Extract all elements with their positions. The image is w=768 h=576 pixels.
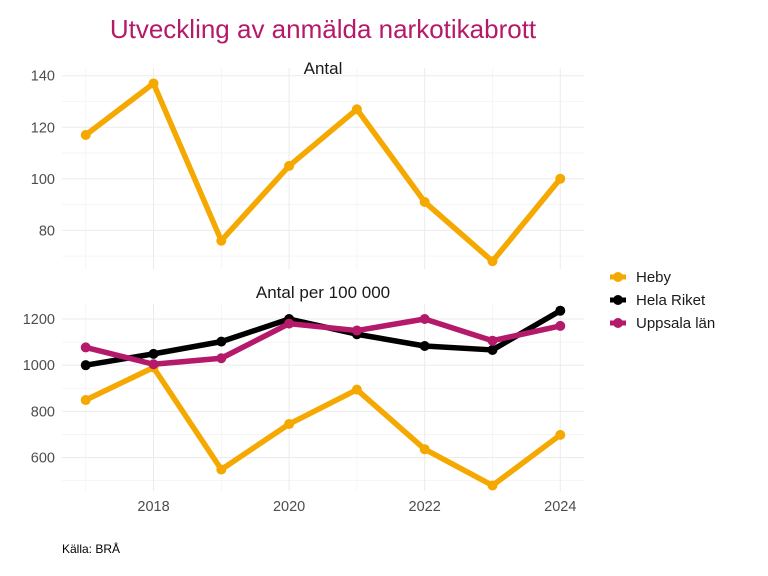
data-point-heby — [216, 235, 227, 246]
data-point-heby — [80, 395, 91, 406]
data-point-uppsala-län — [351, 325, 362, 336]
panel-title: Antal — [304, 59, 343, 78]
grid — [62, 304, 584, 491]
data-point-heby — [487, 480, 498, 491]
data-point-heby — [216, 464, 227, 475]
y-tick-label: 100 — [31, 172, 55, 188]
data-point-hela-riket — [487, 344, 498, 355]
y-tick-label: 800 — [31, 404, 55, 420]
data-point-heby — [148, 78, 159, 89]
data-point-heby — [555, 429, 566, 440]
y-tick-label: 600 — [31, 451, 55, 467]
y-tick-label: 1000 — [23, 358, 55, 374]
legend-key-point-hela-riket — [613, 295, 623, 305]
data-point-hela-riket — [80, 360, 91, 371]
x-tick-label: 2022 — [409, 499, 441, 515]
y-axis: 80 100 120 140 — [31, 69, 55, 240]
data-point-uppsala-län — [487, 335, 498, 346]
y-tick-label: 80 — [39, 223, 55, 239]
y-tick-label: 120 — [31, 120, 55, 136]
caption: Källa: BRÅ — [62, 541, 120, 556]
data-point-heby — [419, 197, 430, 207]
panel-antal-per-100000: Antal per 100 000 600 800 1000 1200 — [23, 283, 584, 491]
x-axis: 2018 2020 2022 2024 — [137, 499, 576, 515]
data-point-uppsala-län — [216, 353, 227, 364]
data-point-uppsala-län — [555, 320, 566, 331]
legend-key-point-heby — [613, 272, 623, 282]
legend-label-uppsala-län: Uppsala län — [636, 315, 715, 332]
series-group — [80, 305, 566, 491]
data-point-heby — [555, 173, 566, 184]
series-line-uppsala-län — [82, 316, 564, 368]
series-line-heby — [82, 364, 564, 489]
panel-title: Antal per 100 000 — [256, 283, 390, 302]
y-tick-label: 140 — [31, 69, 55, 85]
data-point-heby — [284, 419, 295, 430]
data-point-heby — [351, 104, 362, 115]
data-point-heby — [351, 384, 362, 395]
legend-label-heby: Heby — [636, 269, 672, 286]
series-group — [80, 78, 566, 267]
data-point-heby — [80, 130, 91, 140]
data-point-hela-riket — [555, 305, 566, 316]
legend-key-point-uppsala-län — [613, 318, 623, 328]
data-point-hela-riket — [216, 336, 227, 347]
x-tick-label: 2020 — [273, 499, 305, 515]
series-line-heby — [82, 80, 564, 265]
x-tick-label: 2024 — [544, 499, 576, 515]
data-point-uppsala-län — [80, 342, 91, 353]
data-point-hela-riket — [148, 348, 159, 359]
legend: Heby Hela Riket Uppsala län — [610, 269, 715, 332]
panel-antal: Antal 80 100 120 140 — [31, 59, 584, 269]
data-point-heby — [419, 444, 430, 455]
legend-label-hela-riket: Hela Riket — [636, 292, 706, 309]
grid — [62, 68, 584, 269]
y-axis: 600 800 1000 1200 — [23, 312, 55, 467]
x-tick-label: 2018 — [137, 499, 169, 515]
data-point-uppsala-län — [148, 359, 159, 370]
chart-title: Utveckling av anmälda narkotikabrott — [110, 14, 537, 44]
data-point-heby — [487, 256, 498, 267]
data-point-uppsala-län — [284, 318, 295, 329]
y-tick-label: 1200 — [23, 312, 55, 328]
data-point-uppsala-län — [419, 314, 430, 325]
data-point-hela-riket — [419, 341, 430, 352]
data-point-heby — [284, 160, 295, 171]
